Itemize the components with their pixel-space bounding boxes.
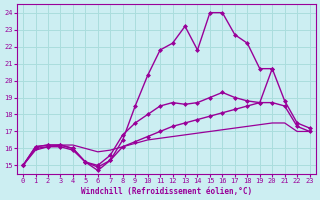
X-axis label: Windchill (Refroidissement éolien,°C): Windchill (Refroidissement éolien,°C)	[81, 187, 252, 196]
